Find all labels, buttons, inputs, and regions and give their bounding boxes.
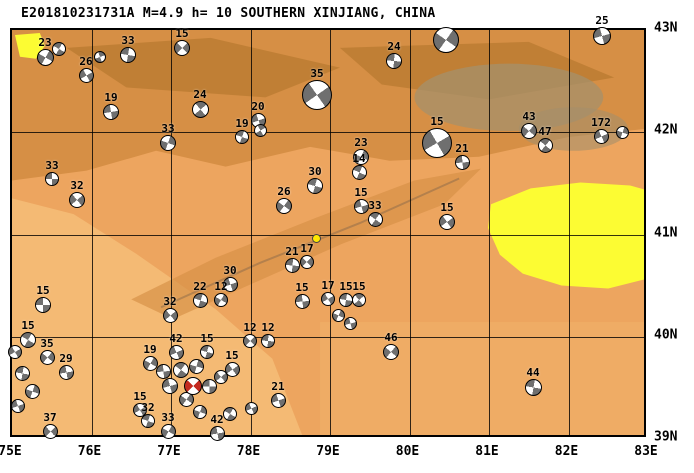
gridline bbox=[330, 30, 331, 435]
gridline bbox=[92, 30, 93, 435]
lon-axis-label: 81E bbox=[475, 444, 499, 459]
terrain-crest-line bbox=[160, 177, 460, 309]
map-frame bbox=[10, 28, 646, 437]
lon-axis-label: 78E bbox=[236, 444, 261, 459]
gridline bbox=[171, 30, 172, 435]
lon-axis-label: 79E bbox=[316, 444, 340, 459]
lon-axis-label: 82E bbox=[554, 444, 579, 459]
gridline bbox=[12, 132, 644, 133]
map-title: E201810231731A M=4.9 h= 10 SOUTHERN XINJ… bbox=[21, 6, 436, 21]
gridline bbox=[12, 337, 644, 338]
lat-axis-label: 40N bbox=[654, 327, 678, 343]
terrain-gray-patch bbox=[518, 107, 629, 151]
lon-axis-label: 77E bbox=[157, 444, 181, 459]
gridline bbox=[569, 30, 570, 435]
lon-axis-label: 75E bbox=[0, 444, 22, 459]
gridline bbox=[251, 30, 252, 435]
lon-axis-label: 76E bbox=[77, 444, 102, 459]
lat-axis-label: 42N bbox=[654, 122, 678, 138]
lat-axis-label: 41N bbox=[654, 225, 678, 240]
terrain-background bbox=[12, 30, 644, 435]
terrain-lowland bbox=[320, 322, 644, 435]
gridline bbox=[489, 30, 490, 435]
lat-axis-label: 39N bbox=[654, 429, 678, 445]
lon-axis-label: 80E bbox=[395, 444, 420, 459]
gridline bbox=[12, 235, 644, 236]
event-depth-label: 25 bbox=[595, 14, 609, 27]
lat-axis-label: 43N bbox=[654, 20, 678, 36]
lon-axis-label: 83E bbox=[634, 444, 658, 459]
gridline bbox=[410, 30, 411, 435]
